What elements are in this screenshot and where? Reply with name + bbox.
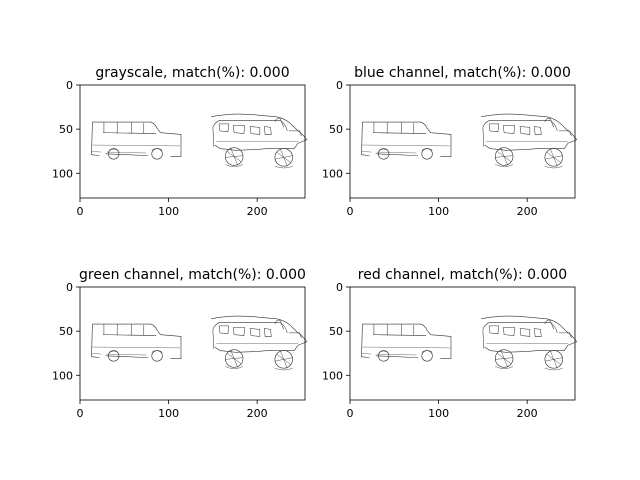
panel-image [91, 315, 308, 371]
panel-title: blue channel, match(%): 0.000 [354, 65, 571, 81]
y-tick-label: 100 [52, 167, 73, 180]
x-tick-label: 0 [347, 205, 354, 218]
y-tick-label: 100 [52, 369, 73, 382]
axes-frame [79, 84, 306, 199]
x-tick-label: 200 [517, 205, 538, 218]
x-tick-label: 100 [158, 407, 179, 420]
y-tick-label: 0 [336, 79, 343, 92]
image-panel: blue channel, match(%): 0.000 0 100 200 0 50 1… [322, 65, 578, 218]
y-tick-label: 50 [59, 123, 73, 136]
axes-frame [79, 286, 306, 401]
panel-image [361, 113, 578, 169]
panel-title: green channel, match(%): 0.000 [79, 267, 306, 283]
y-tick-label: 100 [322, 369, 343, 382]
panel-title: red channel, match(%): 0.000 [358, 267, 567, 283]
x-tick-label: 0 [347, 407, 354, 420]
x-tick-label: 100 [428, 407, 449, 420]
panel-image [361, 315, 578, 371]
y-tick-label: 100 [322, 167, 343, 180]
y-tick-label: 0 [66, 79, 73, 92]
image-panel: grayscale, match(%): 0.000 0 100 200 0 50 100 [52, 65, 308, 218]
panel-title: grayscale, match(%): 0.000 [95, 65, 289, 81]
x-tick-label: 100 [428, 205, 449, 218]
axes-frame [349, 84, 576, 199]
x-tick-label: 200 [247, 407, 268, 420]
panel-image [91, 113, 308, 169]
x-tick-label: 200 [517, 407, 538, 420]
y-tick-label: 0 [66, 281, 73, 294]
image-panel: green channel, match(%): 0.000 0 100 200 0 50… [52, 267, 308, 420]
y-tick-label: 50 [329, 325, 343, 338]
y-tick-label: 50 [329, 123, 343, 136]
x-tick-label: 100 [158, 205, 179, 218]
x-tick-label: 200 [247, 205, 268, 218]
y-tick-label: 50 [59, 325, 73, 338]
y-tick-label: 0 [336, 281, 343, 294]
image-panel: red channel, match(%): 0.000 0 100 200 0 50 10… [322, 267, 578, 420]
x-tick-label: 0 [77, 205, 84, 218]
axes-frame [349, 286, 576, 401]
x-tick-label: 0 [77, 407, 84, 420]
